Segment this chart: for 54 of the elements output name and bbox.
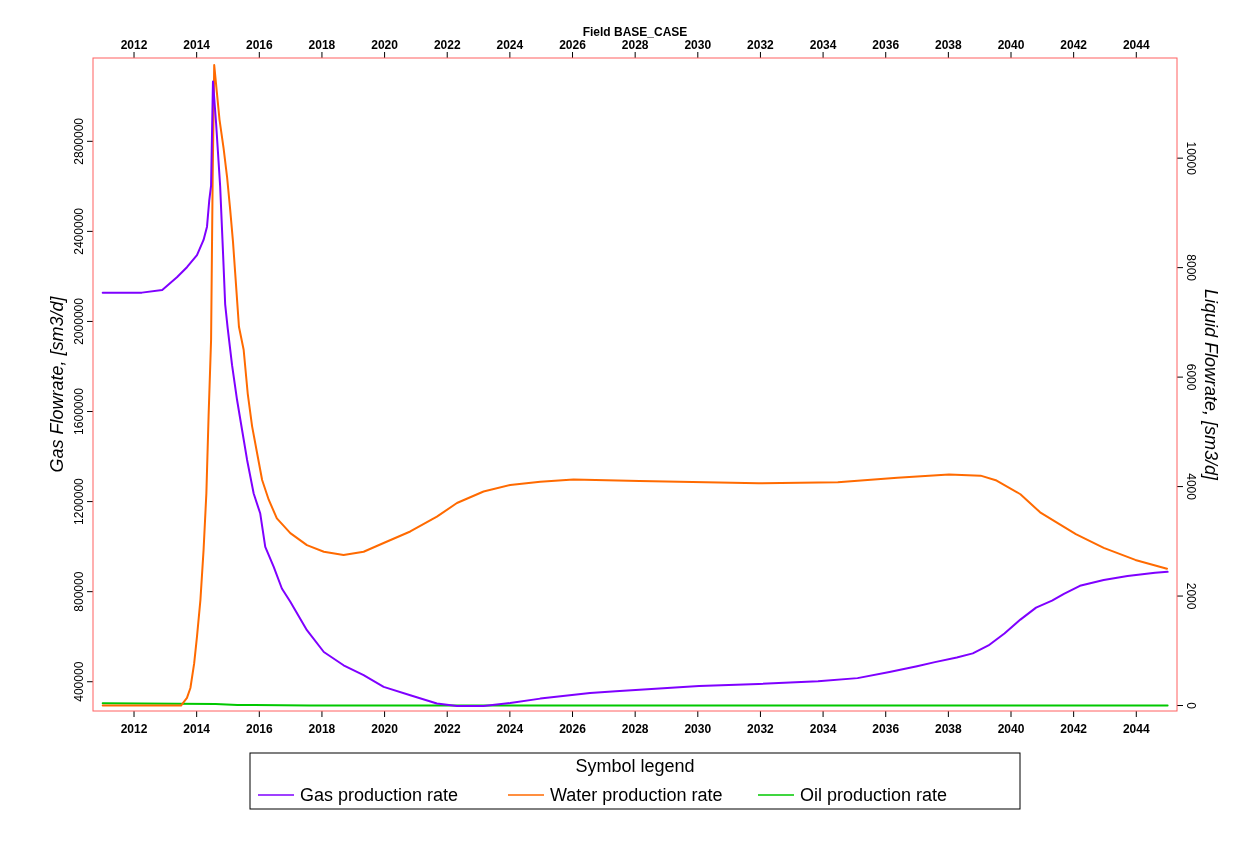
x-tick-label: 2020 bbox=[371, 38, 399, 52]
y2-axis-title: Liquid Flowrate, [sm3/d] bbox=[1201, 288, 1221, 482]
x-tick-label: 2028 bbox=[621, 38, 649, 52]
x2-tick-label: 2028 bbox=[621, 722, 649, 736]
x2-tick-label: 2020 bbox=[371, 722, 399, 736]
x-tick-label: 2044 bbox=[1122, 38, 1150, 52]
x2-tick-label: 2032 bbox=[747, 722, 775, 736]
y-tick-label: 400000 bbox=[72, 661, 86, 702]
x2-tick-label: 2026 bbox=[559, 722, 587, 736]
x-tick-label: 2012 bbox=[120, 38, 148, 52]
legend-title: Symbol legend bbox=[575, 756, 695, 776]
legend-label: Oil production rate bbox=[800, 785, 948, 805]
chart-title: Field BASE_CASE bbox=[582, 25, 688, 39]
legend-label: Water production rate bbox=[550, 785, 723, 805]
x-tick-label: 2026 bbox=[559, 38, 587, 52]
x2-tick-label: 2016 bbox=[245, 722, 273, 736]
y-tick-label: 1600000 bbox=[72, 387, 86, 435]
x2-tick-label: 2038 bbox=[935, 722, 963, 736]
y2-tick-label: 4000 bbox=[1184, 473, 1198, 501]
y2-tick-label: 0 bbox=[1184, 702, 1198, 710]
x2-tick-label: 2040 bbox=[997, 722, 1025, 736]
y-tick-label: 2400000 bbox=[72, 207, 86, 255]
x-tick-label: 2018 bbox=[308, 38, 336, 52]
y-tick-label: 2000000 bbox=[72, 297, 86, 345]
x2-tick-label: 2044 bbox=[1122, 722, 1150, 736]
x2-tick-label: 2030 bbox=[684, 722, 712, 736]
x-tick-label: 2042 bbox=[1060, 38, 1088, 52]
y-tick-label: 2800000 bbox=[72, 117, 86, 165]
x2-tick-label: 2014 bbox=[183, 722, 211, 736]
x-tick-label: 2030 bbox=[684, 38, 712, 52]
y2-tick-label: 2000 bbox=[1184, 582, 1198, 610]
y-tick-label: 800000 bbox=[72, 571, 86, 612]
y-tick-label: 1200000 bbox=[72, 477, 86, 525]
x2-tick-label: 2034 bbox=[809, 722, 837, 736]
legend-label: Gas production rate bbox=[300, 785, 459, 805]
x-tick-label: 2034 bbox=[809, 38, 837, 52]
x2-tick-label: 2024 bbox=[496, 722, 524, 736]
x-tick-label: 2016 bbox=[245, 38, 273, 52]
y-axis-title: Gas Flowrate, [sm3/d] bbox=[47, 295, 67, 473]
x-tick-label: 2038 bbox=[935, 38, 963, 52]
x2-tick-label: 2022 bbox=[433, 722, 461, 736]
x-tick-label: 2040 bbox=[997, 38, 1025, 52]
x-tick-label: 2032 bbox=[747, 38, 775, 52]
x-tick-label: 2022 bbox=[433, 38, 461, 52]
x2-tick-label: 2036 bbox=[872, 722, 900, 736]
x-tick-label: 2036 bbox=[872, 38, 900, 52]
x2-tick-label: 2018 bbox=[308, 722, 336, 736]
x2-tick-label: 2012 bbox=[120, 722, 148, 736]
x2-tick-label: 2042 bbox=[1060, 722, 1088, 736]
x-tick-label: 2014 bbox=[183, 38, 211, 52]
x-tick-label: 2024 bbox=[496, 38, 524, 52]
y2-tick-label: 10000 bbox=[1184, 141, 1198, 176]
y2-tick-label: 6000 bbox=[1184, 363, 1198, 391]
y2-tick-label: 8000 bbox=[1184, 254, 1198, 282]
